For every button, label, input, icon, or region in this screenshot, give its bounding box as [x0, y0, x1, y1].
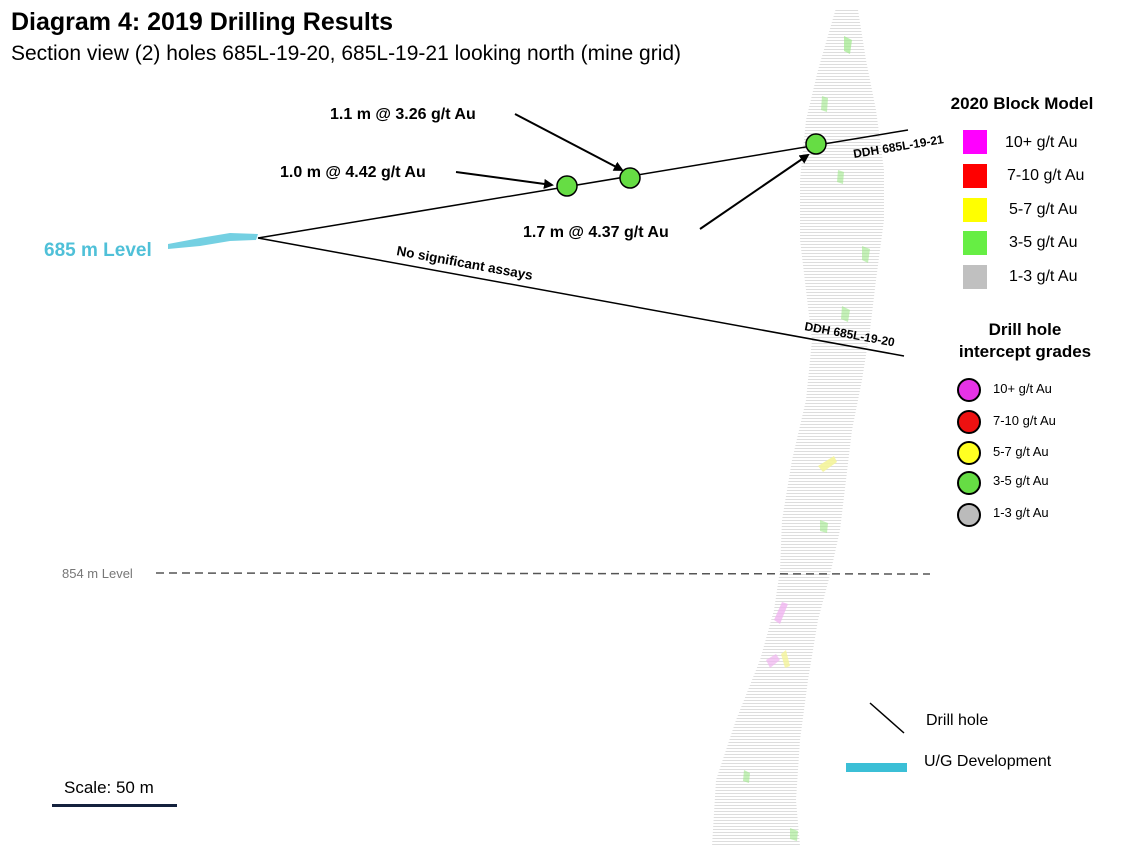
intercept-2-marker — [619, 167, 641, 189]
intercept-1-label: 1.0 m @ 4.42 g/t Au — [280, 164, 426, 181]
intercept-3-label: 1.7 m @ 4.37 g/t Au — [523, 224, 669, 241]
diagram-title: Diagram 4: 2019 Drilling Results — [11, 8, 394, 36]
intercept-legend-label-10plus: 10+ g/t Au — [993, 381, 1052, 396]
intercept-2-label: 1.1 m @ 3.26 g/t Au — [330, 106, 476, 123]
diagram-subtitle: Section view (2) holes 685L-19-20, 685L-… — [11, 42, 682, 65]
intercept-1-arrow — [455, 171, 554, 189]
intercept-legend-label-5-7: 5-7 g/t Au — [993, 444, 1049, 459]
scale-bar — [52, 804, 177, 807]
no-significant-assays-label: No significant assays — [395, 243, 534, 283]
level-854-label: 854 m Level — [62, 566, 133, 581]
drill-hole-legend-label: Drill hole — [926, 712, 989, 729]
block-model-body — [712, 8, 884, 846]
block-model-swatch-1-3 — [963, 265, 987, 289]
block-model-label-10plus: 10+ g/t Au — [1005, 134, 1078, 151]
block-model-swatch-7-10 — [963, 164, 987, 188]
block-model-swatch-5-7 — [963, 198, 987, 222]
drill-hole-20-trace — [257, 237, 905, 357]
intercept-legend-label-3-5: 3-5 g/t Au — [993, 473, 1049, 488]
drill-hole-21-trace — [257, 129, 909, 239]
block-model-label-5-7: 5-7 g/t Au — [1009, 201, 1078, 218]
intercept-legend-circle-5-7 — [957, 441, 981, 465]
scale-label: Scale: 50 m — [64, 778, 154, 797]
intercept-2-arrow — [514, 113, 624, 171]
ug-development-symbol — [846, 763, 907, 772]
level-685-label: 685 m Level — [44, 240, 152, 261]
drill-hole-symbol — [869, 702, 905, 734]
intercept-legend-label-7-10: 7-10 g/t Au — [993, 413, 1056, 428]
block-model-label-1-3: 1-3 g/t Au — [1009, 268, 1078, 285]
block-model-label-3-5: 3-5 g/t Au — [1009, 234, 1078, 251]
intercept-legend-label-1-3: 1-3 g/t Au — [993, 505, 1049, 520]
block-model-legend-title: 2020 Block Model — [950, 94, 1094, 113]
intercept-legend-circle-1-3 — [957, 503, 981, 527]
block-model-swatch-3-5 — [963, 231, 987, 255]
intercept-3-marker — [805, 133, 827, 155]
intercept-legend-circle-7-10 — [957, 410, 981, 434]
block-model-swatch-10plus — [963, 130, 987, 154]
intercept-1-marker — [556, 175, 578, 197]
block-model-label-7-10: 7-10 g/t Au — [1007, 167, 1085, 184]
intercept-legend-circle-10plus — [957, 378, 981, 402]
level-854-line — [155, 572, 931, 575]
intercept-legend-title-line2: intercept grades — [958, 342, 1092, 361]
ug-development-685 — [168, 233, 258, 249]
intercept-3-arrow — [699, 153, 810, 230]
ug-development-legend-label: U/G Development — [924, 753, 1052, 770]
intercept-legend-circle-3-5 — [957, 471, 981, 495]
intercept-legend-title-line1: Drill hole — [988, 320, 1062, 339]
